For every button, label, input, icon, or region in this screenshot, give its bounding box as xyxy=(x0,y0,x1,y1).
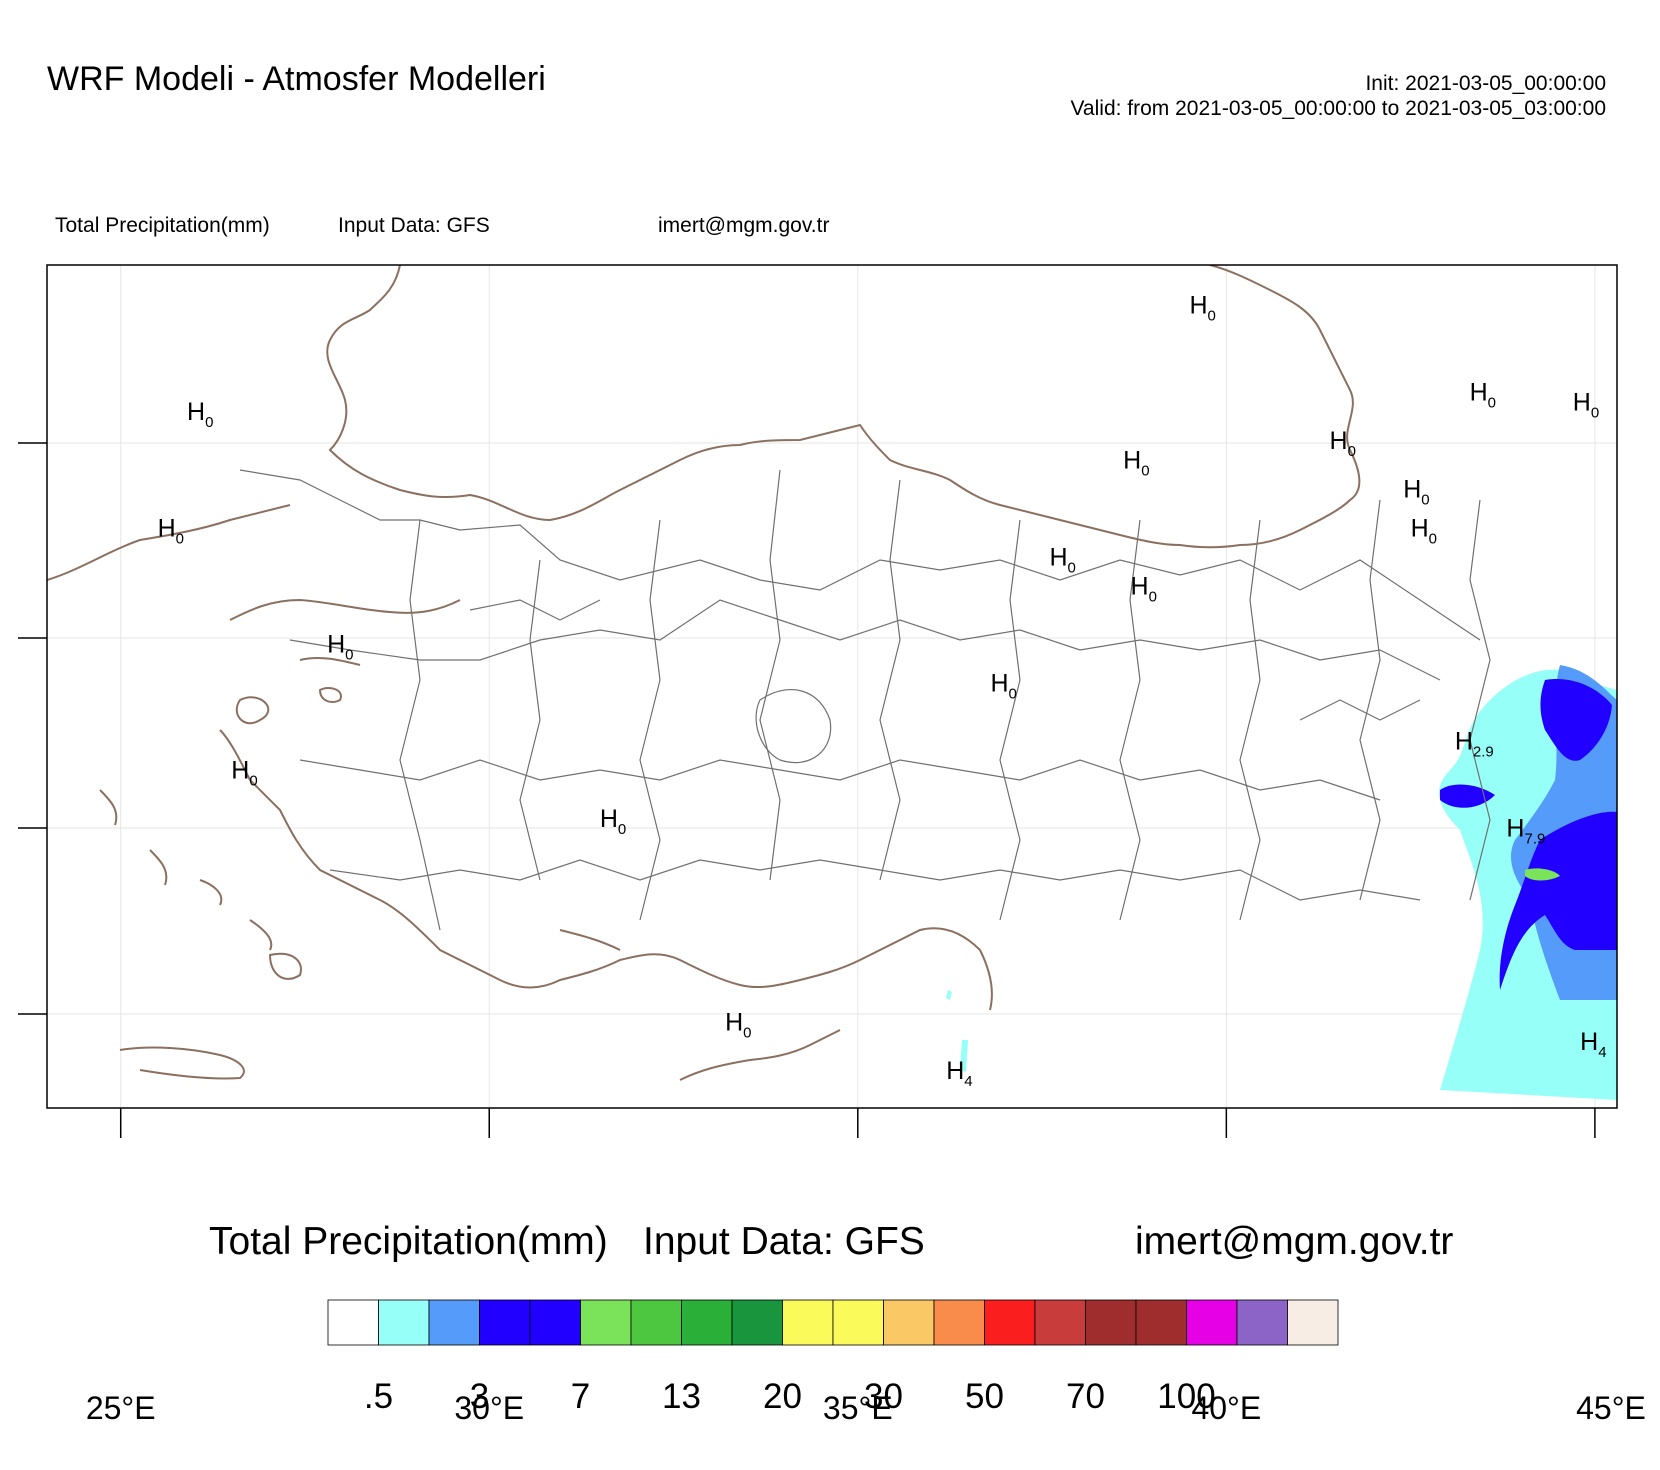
extrema-label: H0 xyxy=(1189,291,1215,324)
colorbar-swatch xyxy=(479,1299,531,1346)
contact-email: imert@mgm.gov.tr xyxy=(658,214,830,237)
input-data-label: Input Data: GFS xyxy=(338,214,490,237)
colorbar-label: 7 xyxy=(571,1377,590,1416)
colorbar-swatch xyxy=(984,1299,1036,1346)
colorbar-variable-label: Total Precipitation(mm) xyxy=(209,1220,608,1263)
colorbar-swatch xyxy=(580,1299,632,1346)
precip-field xyxy=(946,665,1617,1100)
colorbar-swatch xyxy=(883,1299,935,1346)
left-ticks xyxy=(18,442,47,1015)
colorbar-email-label: imert@mgm.gov.tr xyxy=(1135,1220,1454,1263)
colorbar-label: 3 xyxy=(470,1377,489,1416)
colorbar-swatch xyxy=(1085,1299,1137,1346)
colorbar: .5 3 7 13 20 30 50 70 100 xyxy=(327,1299,1339,1416)
colorbar-input-label: Input Data: GFS xyxy=(643,1220,925,1263)
colorbar-label: 100 xyxy=(1157,1377,1215,1416)
extrema-label: H0 xyxy=(327,631,353,664)
valid-time: Valid: from 2021-03-05_00:00:00 to 2021-… xyxy=(1070,97,1606,120)
colorbar-swatch xyxy=(731,1299,783,1346)
colorbar-label: 50 xyxy=(965,1377,1004,1416)
init-time: Init: 2021-03-05_00:00:00 xyxy=(1365,72,1606,95)
extrema-label: H0 xyxy=(600,805,626,838)
extrema-label: H4 xyxy=(946,1057,972,1090)
extrema-label: H0 xyxy=(1470,379,1496,412)
chart-title: WRF Modeli - Atmosfer Modelleri xyxy=(47,60,546,98)
lon-tick-label: 35°E xyxy=(822,1390,893,1426)
lon-tick-label: 30°E xyxy=(454,1390,525,1426)
lon-tick-label: 45°E xyxy=(1576,1390,1646,1426)
extrema-label: H0 xyxy=(1123,446,1149,479)
colorbar-swatch xyxy=(1135,1299,1187,1346)
map-frame xyxy=(46,264,1618,1109)
extrema-label: H0 xyxy=(990,669,1016,702)
colorbar-swatch xyxy=(1236,1299,1288,1346)
colorbar-swatch xyxy=(1034,1299,1086,1346)
colorbar-swatch xyxy=(782,1299,834,1346)
lon-tick-label: 25°E xyxy=(85,1390,156,1426)
extrema-label: H4 xyxy=(1580,1028,1606,1061)
graticule xyxy=(47,265,1617,1108)
colorbar-swatch xyxy=(529,1299,581,1346)
lon-tick-label: 40°E xyxy=(1191,1390,1262,1426)
extrema-label: H0 xyxy=(1330,427,1356,460)
colorbar-label: 30 xyxy=(864,1377,903,1416)
extrema-label: H0 xyxy=(1049,543,1075,576)
extrema-label: H0 xyxy=(1403,476,1429,509)
extrema-label: H0 xyxy=(1131,572,1157,605)
colorbar-swatch xyxy=(378,1299,430,1346)
extrema-label: H7.9 xyxy=(1506,815,1545,848)
colorbar-swatch xyxy=(327,1299,379,1346)
colorbar-swatch xyxy=(630,1299,682,1346)
colorbar-swatch xyxy=(1287,1299,1339,1346)
axis-ticks xyxy=(119,1108,1596,1138)
colorbar-swatch xyxy=(681,1299,733,1346)
colorbar-swatch xyxy=(832,1299,884,1346)
extrema-label: H0 xyxy=(187,398,213,431)
extrema-label: H2.9 xyxy=(1455,727,1494,760)
extrema-label: H0 xyxy=(1573,388,1599,421)
colorbar-swatch xyxy=(933,1299,985,1346)
extrema-label: H0 xyxy=(725,1008,751,1041)
extrema-label: H0 xyxy=(1411,514,1437,547)
province-borders xyxy=(239,469,1491,931)
colorbar-label: .5 xyxy=(364,1377,393,1416)
coastlines xyxy=(47,265,1361,1081)
colorbar-swatch xyxy=(428,1299,480,1346)
extrema-label: H0 xyxy=(231,757,257,790)
extrema-labels: H0 H0 H0 H0 H0 H0 H0 H0 H0 H0 H0 H0 H0 H0 H0 H0 H2.9 H7.9… xyxy=(158,291,1607,1089)
colorbar-label: 70 xyxy=(1066,1377,1105,1416)
colorbar-label: 20 xyxy=(763,1377,802,1416)
variable-label: Total Precipitation(mm) xyxy=(55,214,270,237)
extrema-label: H0 xyxy=(158,514,184,547)
colorbar-swatch xyxy=(1186,1299,1238,1346)
colorbar-label: 13 xyxy=(662,1377,701,1416)
